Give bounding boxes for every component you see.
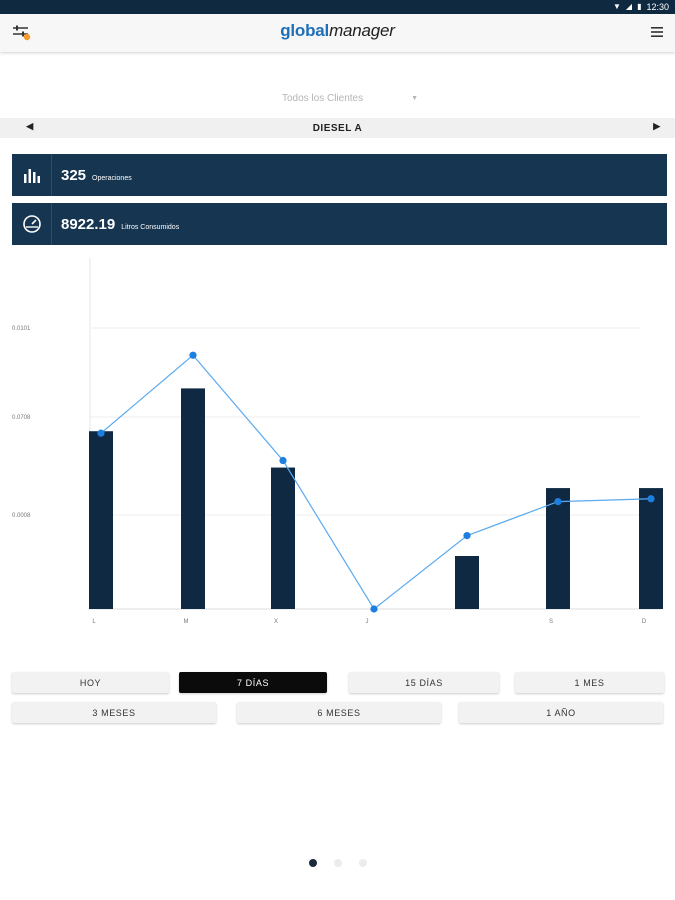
app-logo: globalmanager: [280, 21, 395, 40]
product-selector: ◀ DIESEL A ▶: [0, 118, 675, 138]
stat-card-liters: 8922.19 Litros Consumidos: [12, 203, 667, 245]
range-button[interactable]: 6 MESES: [237, 702, 441, 723]
bar: [89, 431, 113, 609]
line-point: [279, 456, 287, 465]
product-name: DIESEL A: [312, 122, 363, 134]
range-button[interactable]: 1 AÑO: [459, 702, 663, 723]
app-bar: globalmanager: [0, 14, 675, 52]
line-point: [463, 532, 471, 540]
operations-value: 325: [61, 166, 87, 184]
y-tick-label: 0.0708: [12, 415, 31, 421]
x-tick-label: J: [366, 619, 369, 625]
x-tick-label: D: [642, 619, 647, 625]
line-point: [647, 495, 655, 503]
menu-button[interactable]: [649, 24, 665, 40]
speedometer-icon: [22, 215, 41, 233]
bar: [455, 555, 479, 609]
range-button[interactable]: 7 DÍAS: [179, 672, 327, 693]
range-button[interactable]: 1 MES: [515, 672, 664, 693]
client-select-value: Todos los Clientes: [281, 92, 364, 104]
signal-icon: ◢: [625, 2, 633, 11]
prev-product-arrow-icon[interactable]: ◀: [26, 121, 34, 131]
x-tick-label: X: [274, 619, 278, 625]
page-dot[interactable]: [358, 859, 367, 867]
bar: [639, 488, 663, 609]
liters-value: 8922.19: [61, 215, 116, 233]
status-time: 12:30: [646, 2, 669, 12]
y-tick-label: 0.0101: [12, 326, 31, 332]
bar: [271, 467, 295, 609]
liters-label: Litros Consumidos: [121, 223, 180, 231]
bar: [181, 388, 205, 609]
x-tick-label: M: [184, 619, 189, 625]
y-tick-label: 0.0008: [12, 513, 31, 519]
page-dot[interactable]: [333, 859, 342, 867]
line-point: [554, 497, 562, 506]
page-indicator: [0, 859, 675, 867]
consumption-chart: 0.0101 0.0708 0.0008 L M X J S D: [12, 258, 663, 625]
x-tick-label: S: [549, 619, 553, 625]
sliders-icon: [13, 25, 31, 41]
range-button[interactable]: 15 DÍAS: [349, 672, 499, 693]
operations-label: Operaciones: [92, 174, 132, 182]
status-bar: ▼ ◢ ▮ 12:30: [0, 0, 675, 14]
line-point: [370, 605, 378, 613]
client-select[interactable]: Todos los Clientes ▼: [270, 88, 430, 108]
filter-button[interactable]: [10, 22, 34, 44]
range-button[interactable]: HOY: [12, 672, 169, 693]
caret-down-icon: ▼: [411, 94, 419, 102]
line-point: [97, 429, 105, 437]
battery-icon: ▮: [637, 2, 642, 11]
range-button[interactable]: 3 MESES: [12, 702, 216, 723]
wifi-icon: ▼: [612, 2, 621, 11]
next-product-arrow-icon[interactable]: ▶: [653, 121, 661, 131]
x-tick-label: L: [92, 619, 96, 625]
stat-card-operations: 325 Operaciones: [12, 154, 667, 196]
bar-chart-icon: [23, 169, 40, 183]
line-point: [189, 351, 197, 359]
page-dot[interactable]: [308, 859, 317, 867]
bar: [546, 488, 570, 609]
hamburger-icon: [651, 27, 663, 37]
